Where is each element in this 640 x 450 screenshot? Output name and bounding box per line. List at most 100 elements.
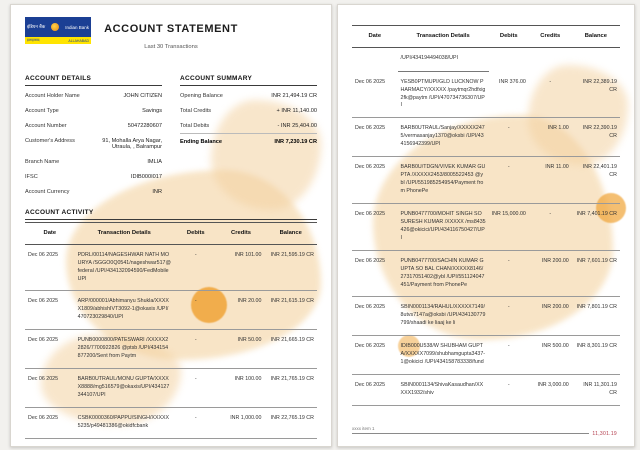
cell-date: Dec 06 2025 (28, 251, 59, 258)
table-header: Date Transaction Details Debits Credits … (352, 25, 620, 48)
table-row: Dec 06 2025 CSBK0000360/PAPPU/SINGH/XXXXX… (25, 408, 317, 439)
detail-row: Ending Balance INR 7,230.19 CR (180, 133, 317, 149)
cell-debits (489, 55, 529, 72)
col-header-credits: Credits (231, 230, 252, 236)
cell-balance: INR 21,595.19 CR (270, 251, 314, 258)
cell-debits: - (194, 376, 197, 383)
cell-debits: - (507, 343, 510, 350)
account-activity-title: ACCOUNT ACTIVITY (25, 209, 317, 220)
detail-value: - INR 25,404.00 (277, 122, 318, 129)
statement-page-2: Date Transaction Details Debits Credits … (337, 4, 635, 447)
detail-label: Account Type (25, 107, 59, 114)
detail-label: Total Credits (180, 107, 212, 114)
cell-debits: INR 15,000.00 (491, 210, 526, 217)
col-header-balance: Balance (279, 230, 302, 236)
account-summary-list: Opening Balance INR 21,494.19 CR Total Cre… (180, 88, 317, 149)
detail-label: Account Number (25, 122, 67, 129)
cell-date: Dec 06 2025 (28, 298, 59, 305)
cell-credits: INR 1.00 (547, 125, 569, 132)
cell-credits: - (549, 78, 552, 85)
cell-balance: INR 7,401.19 CR (576, 210, 617, 217)
table-row: Dec 06 2025 PUNB0000800/PATESWARI /XXXXX2… (25, 330, 317, 370)
cell-date: Dec 06 2025 (355, 125, 386, 132)
cell-date: Dec 06 2025 (355, 210, 386, 217)
detail-value: 91, Mohalla Arya Nagar, Utraula, , Balra… (102, 137, 162, 150)
table-row: Dec 06 2025 SBIN0001134/ShivaKasaudhan/XX… (352, 375, 620, 406)
page-title: ACCOUNT STATEMENT (104, 23, 238, 35)
col-header-details: Transaction Details (416, 33, 470, 39)
activity-table-page1: Date Transaction Details Debits Credits … (25, 222, 317, 439)
detail-value: INR 7,230.19 CR (274, 138, 317, 145)
cell-balance: INR 22,390.19 CR (582, 125, 617, 140)
carryover-row: /UPI/434194494038/UPI (352, 48, 620, 72)
cell-credits: INR 200.00 (541, 257, 569, 264)
cell-balance: INR 21,615.19 CR (270, 298, 314, 305)
page-footer: xxxx item 1 11,301.19 (352, 426, 620, 437)
cell-date: Dec 06 2025 (355, 382, 386, 389)
cell-credits (529, 55, 572, 72)
table-row: Dec 06 2025 BARB0UTRAUL/MONU GUPTA/XXXXX8… (25, 369, 317, 408)
detail-label: Account Currency (25, 188, 70, 195)
detail-label: Account Holder Name (25, 92, 80, 99)
account-summary-section: ACCOUNT SUMMARY Opening Balance INR 21,49… (180, 75, 317, 199)
cell-date: Dec 06 2025 (355, 304, 386, 311)
cell-balance: INR 22,765.19 CR (270, 414, 314, 421)
detail-row: Account Number 50472280607 (25, 118, 162, 133)
account-details-title: ACCOUNT DETAILS (25, 75, 162, 86)
cell-balance: INR 7,801.19 CR (576, 304, 617, 311)
col-header-balance: Balance (584, 33, 607, 39)
table-row: Dec 06 2025 PUNB0477700/MOHIT SINGH SO SU… (352, 204, 620, 251)
cell-date: Dec 06 2025 (355, 343, 386, 350)
detail-value: 50472280607 (127, 122, 162, 129)
detail-value: IDIB000I017 (130, 173, 162, 180)
cell-credits: INR 20.00 (237, 298, 262, 305)
cell-credits: INR 50.00 (237, 337, 262, 344)
col-header-debits: Debits (186, 230, 205, 236)
cell-credits: - (549, 210, 552, 217)
statement-header: इंडियन बैंक Indian Bank इलाहाबाद ALLAHAB… (25, 13, 317, 65)
cell-balance (572, 55, 620, 72)
cell-debits: - (194, 414, 197, 421)
cell-debits: INR 376.00 (499, 78, 526, 85)
cell-details: PDRL/00114/NAGESHWAR NATH MOURYA /SGGO0Q… (77, 251, 171, 282)
cell-debits: - (507, 164, 510, 171)
statement-page-1: इंडियन बैंक Indian Bank इलाहाबाद ALLAHAB… (10, 4, 332, 447)
bank-logo-strip: इलाहाबाद ALLAHABAD (25, 37, 91, 44)
col-header-date: Date (43, 230, 57, 236)
table-row: Dec 06 2025 YESB0PTMUPI/GLD LUCKNOW PHARM… (352, 72, 620, 119)
detail-value: + INR 11,140.00 (276, 107, 317, 114)
cell-date: Dec 06 2025 (355, 257, 386, 264)
footer-total: 11,301.19 (589, 431, 620, 437)
cell-debits: - (194, 337, 197, 344)
cell-credits: INR 1,000.00 (230, 414, 262, 421)
cell-credits: INR 101.00 (234, 251, 262, 258)
detail-row: IFSC IDIB000I017 (25, 169, 162, 184)
col-header-details: Transaction Details (97, 230, 151, 236)
cell-credits: INR 100.00 (234, 376, 262, 383)
detail-row: Customer's Address 91, Mohalla Arya Nagar… (25, 133, 162, 154)
detail-label: Branch Name (25, 158, 60, 165)
cell-date: Dec 06 2025 (28, 337, 59, 344)
detail-row: Account Currency INR (25, 184, 162, 199)
detail-value: INR (152, 188, 162, 195)
cell-balance: INR 22,401.19 CR (582, 164, 617, 179)
bank-strip-right: ALLAHABAD (68, 38, 89, 43)
cell-balance: INR 11,301.19 CR (583, 382, 617, 396)
table-body: Dec 06 2025 YESB0PTMUPI/GLD LUCKNOW PHARM… (352, 72, 620, 406)
table-row: Dec 06 2025 SBIN0001134/RAHUL/XXXXX7149/8… (352, 297, 620, 337)
col-header-debits: Debits (499, 33, 518, 39)
cell-details: ARP/000001/Abhimanyu Shukla/XXXXX1809/ab… (77, 298, 169, 321)
detail-row: Total Debits - INR 25,404.00 (180, 118, 317, 133)
col-header-date: Date (368, 33, 382, 39)
table-row: Dec 06 2025 IDIB000U538/W SHUBHAM GUPTA/X… (352, 336, 620, 376)
detail-row: Account Type Savings (25, 103, 162, 118)
cell-debits: - (194, 298, 197, 305)
cell-details: PUNB0000800/PATESWARI /XXXXX22826/770092… (77, 337, 169, 360)
cell-details: SBIN0001134/RAHUL/XXXXX7149/8utvs7147a@o… (400, 304, 486, 327)
account-details-section: ACCOUNT DETAILS Account Holder Name JOHN … (25, 75, 162, 199)
cell-debits: - (507, 382, 510, 389)
cell-debits: - (507, 304, 510, 311)
table-header: Date Transaction Details Debits Credits … (25, 222, 317, 245)
detail-label: Ending Balance (180, 138, 222, 145)
bank-logo-banner: इंडियन बैंक Indian Bank (25, 17, 91, 37)
